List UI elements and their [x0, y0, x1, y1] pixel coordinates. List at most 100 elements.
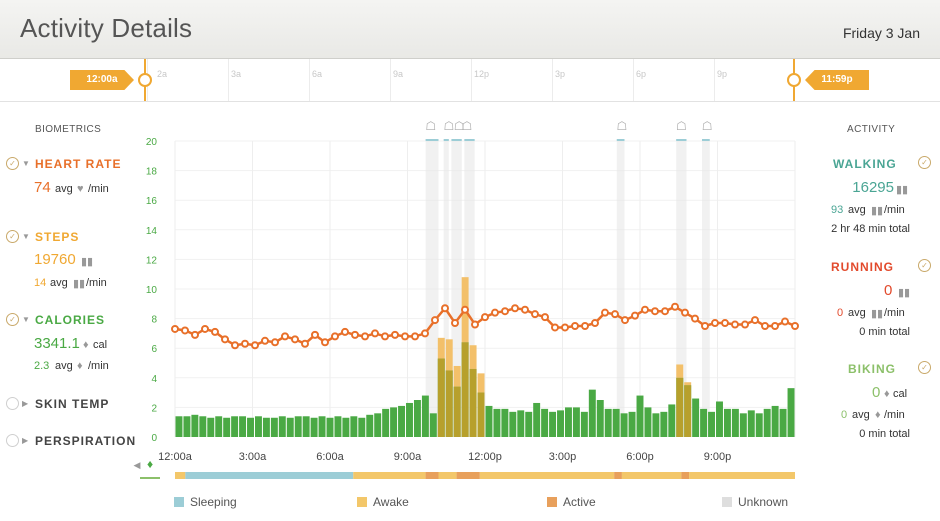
calorie-bar — [580, 411, 588, 437]
calories-toggle-icon[interactable]: ✓ — [6, 313, 19, 326]
steps-label[interactable]: STEPS — [35, 230, 80, 244]
calorie-bar — [469, 368, 477, 437]
steps-avg-value: 14 — [34, 277, 47, 289]
calories-label[interactable]: CALORIES — [35, 313, 106, 327]
heart-rate-point — [331, 332, 339, 341]
heart-rate-line — [174, 305, 796, 347]
heart-rate-point — [461, 305, 469, 314]
heart-rate-point — [711, 319, 719, 328]
state-bar-segment — [614, 472, 622, 479]
timeline-tick — [309, 59, 310, 101]
heart-rate-point — [291, 335, 299, 344]
footprints-icon: ▮▮ — [871, 308, 884, 320]
heart-rate-caret-icon[interactable]: ▼ — [22, 159, 30, 168]
y-tick-label: 0 — [151, 433, 157, 444]
calorie-bar — [191, 414, 199, 437]
legend-label-awake: Awake — [373, 495, 409, 509]
timeline-label: 6a — [312, 69, 323, 79]
footprints-icon: ▮▮ — [73, 278, 86, 290]
calorie-bar — [477, 392, 485, 437]
biking-avg: 0 — [841, 409, 848, 421]
calorie-bar — [406, 402, 413, 437]
calorie-bar — [723, 408, 731, 437]
heart-rate-point — [351, 330, 359, 339]
walking-band-cap — [451, 139, 462, 141]
active-calorie-bar — [469, 368, 477, 437]
skin-temp-label[interactable]: SKIN TEMP — [35, 397, 110, 411]
heart-rate-point — [621, 316, 629, 325]
running-label[interactable]: RUNNING — [831, 260, 894, 274]
walking-band — [702, 141, 710, 437]
calorie-bar — [652, 413, 660, 437]
heart-rate-point — [441, 304, 449, 313]
biking-toggle-icon[interactable]: ✓ — [918, 361, 931, 374]
calorie-bar — [747, 410, 755, 437]
heart-rate-label[interactable]: HEART RATE — [35, 157, 122, 171]
drop-underline — [140, 477, 160, 479]
heart-rate-point — [721, 319, 729, 328]
heart-rate-point — [391, 330, 399, 339]
range-end-handle[interactable] — [787, 73, 801, 87]
biking-value: 0 — [872, 384, 881, 401]
heart-rate-point — [661, 307, 669, 316]
running-avg: 0 — [837, 307, 844, 319]
calories-avg-text: avg — [55, 360, 73, 372]
steps-bar — [437, 337, 445, 359]
heart-rate-toggle-icon[interactable]: ✓ — [6, 157, 19, 170]
walking-label[interactable]: WALKING — [833, 157, 897, 171]
active-calorie-bar — [477, 392, 485, 437]
legend-swatch-unknown — [722, 497, 732, 507]
calorie-bar — [557, 410, 564, 437]
steps-bar — [469, 345, 477, 369]
walking-band — [425, 141, 439, 437]
calorie-bar — [572, 407, 580, 437]
steps-toggle-icon[interactable]: ✓ — [6, 230, 19, 243]
running-total: 0 min total — [859, 326, 910, 338]
heart-rate-point — [421, 329, 429, 338]
calorie-bar — [421, 395, 429, 437]
steps-caret-icon[interactable]: ▼ — [22, 232, 30, 241]
calorie-bar — [755, 413, 763, 437]
heart-rate-avg-text: avg — [55, 183, 73, 195]
calorie-bar — [318, 416, 326, 437]
running-toggle-icon[interactable]: ✓ — [918, 259, 931, 272]
range-start-flag[interactable]: 12:00a — [70, 70, 134, 90]
biking-label[interactable]: BIKING — [848, 362, 896, 376]
calorie-bar — [429, 413, 437, 437]
skin-temp-toggle-icon[interactable] — [6, 397, 19, 410]
walking-person-icon: ☖ — [676, 119, 687, 133]
state-bar-segment — [185, 472, 354, 479]
timeline-tick — [552, 59, 553, 101]
calorie-bar — [278, 416, 286, 437]
calories-caret-icon[interactable]: ▼ — [22, 315, 30, 324]
timeline-scrubber[interactable]: 2a 3a 6a 9a 12p 3p 6p 9p 12:00a 11:59p — [0, 59, 940, 102]
calorie-bar — [684, 385, 692, 437]
footprints-icon: ▮▮ — [898, 287, 911, 299]
x-tick-label: 6:00p — [626, 451, 654, 463]
page-title: Activity Details — [20, 13, 193, 43]
walking-toggle-icon[interactable]: ✓ — [918, 156, 931, 169]
activity-heading: ACTIVITY — [847, 124, 896, 135]
heart-rate-point — [341, 327, 349, 336]
heart-rate-point — [171, 324, 179, 333]
walking-avg-text: avg — [848, 204, 866, 216]
calorie-bar — [382, 408, 390, 437]
calorie-bar — [676, 377, 684, 437]
skin-temp-caret-icon[interactable]: ▶ — [22, 399, 29, 408]
walking-band — [616, 141, 625, 437]
range-start-handle[interactable] — [138, 73, 152, 87]
running-avg-text: avg — [848, 307, 866, 319]
scroll-left-arrow-icon: ◀ — [134, 460, 141, 470]
heart-rate-point — [281, 332, 289, 341]
perspiration-toggle-icon[interactable] — [6, 434, 19, 447]
perspiration-caret-icon[interactable]: ▶ — [22, 436, 29, 445]
heart-rate-point — [521, 305, 529, 314]
active-calorie-bar — [461, 342, 469, 437]
heart-rate-value: 74 — [34, 179, 51, 196]
walking-band — [676, 141, 687, 437]
perspiration-label[interactable]: PERSPIRATION — [35, 434, 137, 448]
range-end-flag[interactable]: 11:59p — [805, 70, 869, 90]
y-tick-label: 18 — [146, 167, 158, 178]
y-tick-label: 16 — [146, 196, 158, 207]
biking-total: 0 min total — [859, 428, 910, 440]
